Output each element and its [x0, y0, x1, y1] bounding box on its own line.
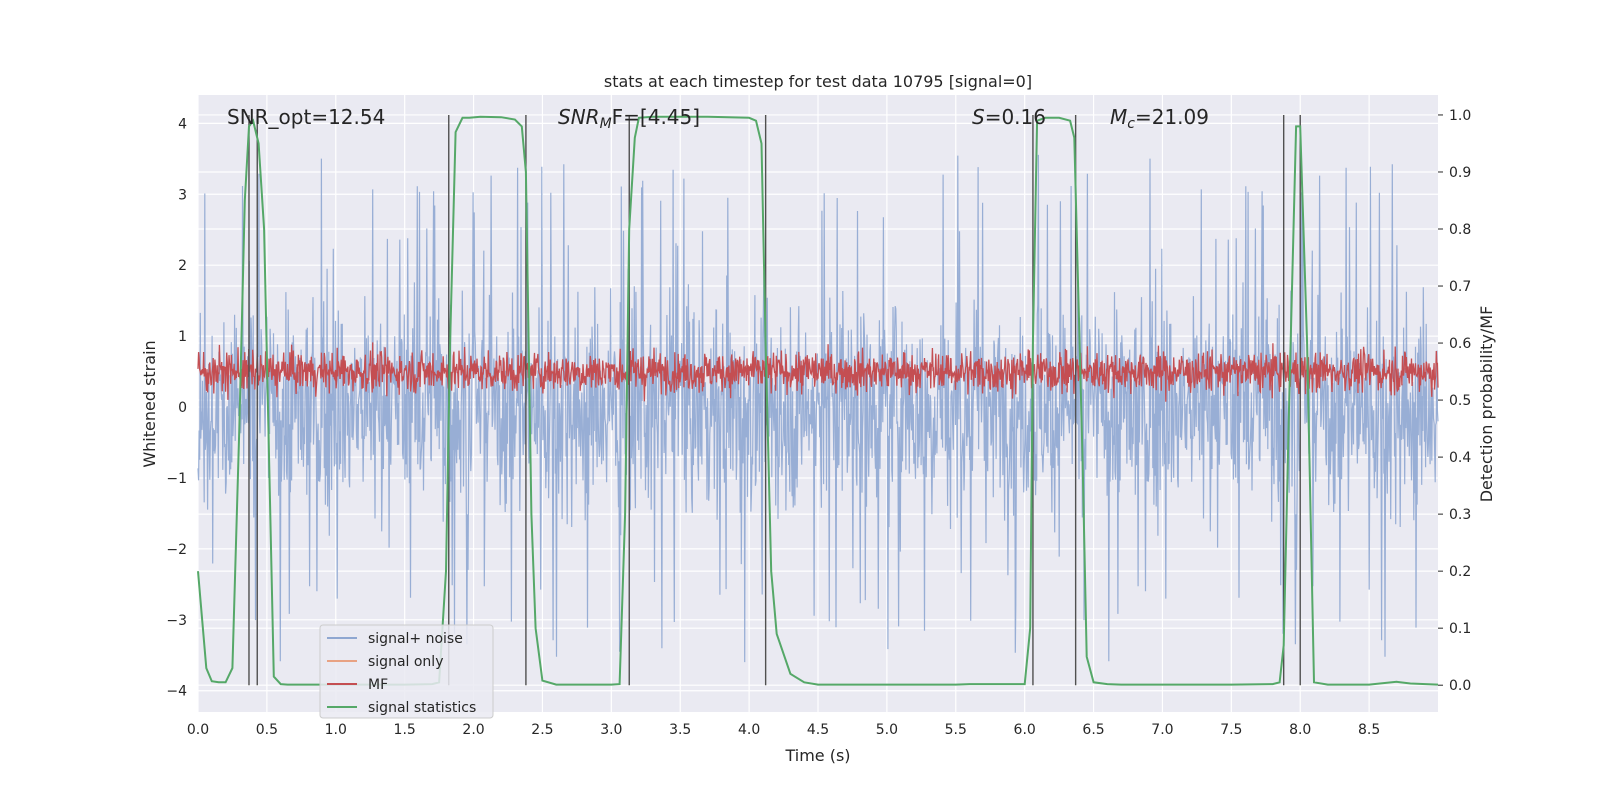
y-tick-label-left: 0 [178, 400, 187, 416]
legend-label-signal-statistics: signal statistics [368, 700, 476, 716]
y-tick-label-right: 1.0 [1449, 108, 1471, 124]
y-tick-label-right: 0.1 [1449, 621, 1471, 637]
y-tick-label-left: 4 [178, 116, 187, 132]
legend-label-signal-noise: signal+ noise [368, 631, 463, 647]
series-line-signal-noise [197, 154, 1439, 663]
y-axis-label-right: Detection probability/MF [1477, 306, 1496, 503]
x-tick-label: 3.5 [669, 722, 691, 738]
y-tick-label-left: 3 [178, 187, 187, 203]
x-tick-label: 6.5 [1082, 722, 1104, 738]
y-tick-label-right: 0.9 [1449, 165, 1471, 181]
annotation-snr-mf-post: F=[4.45] [612, 105, 700, 129]
y-tick-label-right: 0.5 [1449, 393, 1471, 409]
annotation-mc: Mc=21.09 [1110, 105, 1209, 132]
x-tick-label: 5.0 [876, 722, 898, 738]
y-tick-label-left: 2 [178, 258, 187, 274]
x-tick-label: 4.0 [738, 722, 760, 738]
y-axis-label-left: Whitened strain [140, 340, 159, 467]
annotation-snr-opt: SNR_opt=12.54 [227, 105, 385, 129]
x-axis-label: Time (s) [784, 746, 850, 765]
y-tick-label-right: 0.6 [1449, 336, 1471, 352]
legend-label-mf: MF [368, 677, 388, 693]
x-tick-label: 4.5 [807, 722, 829, 738]
annotation-snr-mf-pre: SNR [558, 105, 600, 129]
annotation-mc-value: =21.09 [1135, 105, 1209, 129]
legend-box [319, 624, 494, 719]
legend-label-signal-only: signal only [368, 654, 443, 670]
y-tick-label-right: 0.3 [1449, 507, 1471, 523]
axis-ticks: 0.0 0.5 1.0 1.5 2.0 2.5 3.0 3.5 4.0 4.5 5.0 5.5 6.0 6… [166, 108, 1471, 738]
annotation-s-value: =0.16 [985, 105, 1046, 129]
x-tick-label: 5.5 [945, 722, 967, 738]
annotation-s-symbol: S [972, 105, 985, 129]
x-tick-label: 2.5 [531, 722, 553, 738]
x-tick-label: 8.0 [1289, 722, 1311, 738]
x-tick-label: 7.5 [1220, 722, 1242, 738]
y-tick-label-right: 0.2 [1449, 564, 1471, 580]
x-tick-label: 1.5 [394, 722, 416, 738]
series-line-mf [197, 342, 1439, 402]
series-signal-noise [197, 154, 1439, 663]
x-tick-label: 0.5 [256, 722, 278, 738]
y-tick-label-left: −4 [166, 684, 187, 700]
x-tick-label: 2.0 [462, 722, 484, 738]
y-tick-label-right: 0.8 [1449, 222, 1471, 238]
series-signal-statistics [197, 115, 1439, 686]
annotation-s: S=0.16 [972, 105, 1046, 129]
annotation-mc-symbol: M [1110, 105, 1127, 129]
y-tick-label-right: 0.4 [1449, 450, 1471, 466]
annotation-snr-mf-sub: M [600, 116, 612, 132]
annotation-snr-mf: SNRMF=[4.45] [558, 105, 700, 132]
y-tick-label-left: 1 [178, 329, 187, 345]
x-tick-label: 3.0 [600, 722, 622, 738]
y-tick-label-left: −1 [166, 471, 187, 487]
annotation-mc-sub: c [1127, 116, 1135, 132]
x-tick-label: 0.0 [187, 722, 209, 738]
legend: signal+ noise signal only MF signal stat… [319, 624, 494, 719]
series-line-signal-statistics [197, 115, 1439, 686]
chart-title: stats at each timestep for test data 107… [604, 72, 1032, 91]
x-tick-label: 8.5 [1358, 722, 1380, 738]
series-mf [197, 342, 1439, 402]
y-tick-label-right: 0.7 [1449, 279, 1471, 295]
x-tick-label: 7.0 [1151, 722, 1173, 738]
x-tick-label: 1.0 [325, 722, 347, 738]
x-tick-label: 6.0 [1014, 722, 1036, 738]
y-tick-label-left: −2 [166, 542, 187, 558]
y-tick-label-right: 0.0 [1449, 678, 1471, 694]
y-tick-label-left: −3 [166, 613, 187, 629]
